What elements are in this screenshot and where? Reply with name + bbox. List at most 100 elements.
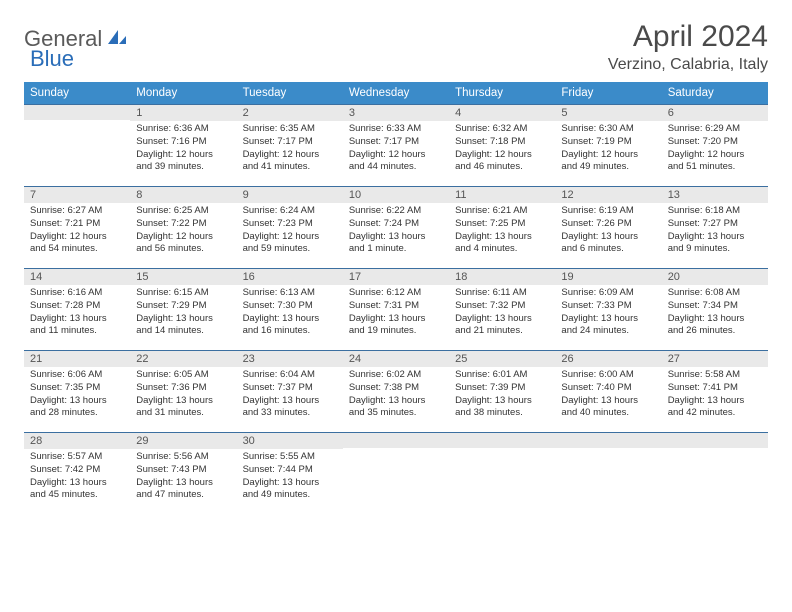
calendar-cell — [449, 432, 555, 514]
calendar-week-row: 14Sunrise: 6:16 AMSunset: 7:28 PMDayligh… — [24, 268, 768, 350]
day-number — [662, 432, 768, 448]
daylight-text: Daylight: 13 hours and 38 minutes. — [455, 395, 549, 421]
calendar-week-row: 7Sunrise: 6:27 AMSunset: 7:21 PMDaylight… — [24, 186, 768, 268]
daylight-text: Daylight: 13 hours and 40 minutes. — [561, 395, 655, 421]
calendar-body: 1Sunrise: 6:36 AMSunset: 7:16 PMDaylight… — [24, 104, 768, 514]
weekday-header: Tuesday — [237, 82, 343, 104]
calendar-week-row: 1Sunrise: 6:36 AMSunset: 7:16 PMDaylight… — [24, 104, 768, 186]
daylight-text: Daylight: 13 hours and 11 minutes. — [30, 313, 124, 339]
sunrise-text: Sunrise: 6:33 AM — [349, 123, 443, 136]
day-detail: Sunrise: 6:08 AMSunset: 7:34 PMDaylight:… — [662, 285, 768, 342]
sunrise-text: Sunrise: 6:00 AM — [561, 369, 655, 382]
calendar-cell: 11Sunrise: 6:21 AMSunset: 7:25 PMDayligh… — [449, 186, 555, 268]
sunrise-text: Sunrise: 6:30 AM — [561, 123, 655, 136]
day-detail: Sunrise: 6:13 AMSunset: 7:30 PMDaylight:… — [237, 285, 343, 342]
calendar-cell: 6Sunrise: 6:29 AMSunset: 7:20 PMDaylight… — [662, 104, 768, 186]
sunrise-text: Sunrise: 6:22 AM — [349, 205, 443, 218]
weekday-header: Friday — [555, 82, 661, 104]
sunset-text: Sunset: 7:42 PM — [30, 464, 124, 477]
day-detail: Sunrise: 6:29 AMSunset: 7:20 PMDaylight:… — [662, 121, 768, 178]
sunrise-text: Sunrise: 6:32 AM — [455, 123, 549, 136]
calendar-cell: 17Sunrise: 6:12 AMSunset: 7:31 PMDayligh… — [343, 268, 449, 350]
day-number: 14 — [24, 268, 130, 285]
sunset-text: Sunset: 7:18 PM — [455, 136, 549, 149]
sunset-text: Sunset: 7:41 PM — [668, 382, 762, 395]
weekday-header: Thursday — [449, 82, 555, 104]
sunrise-text: Sunrise: 6:12 AM — [349, 287, 443, 300]
day-number: 5 — [555, 104, 661, 121]
day-number: 25 — [449, 350, 555, 367]
day-number — [555, 432, 661, 448]
sunset-text: Sunset: 7:34 PM — [668, 300, 762, 313]
day-number: 12 — [555, 186, 661, 203]
daylight-text: Daylight: 12 hours and 54 minutes. — [30, 231, 124, 257]
calendar-cell: 19Sunrise: 6:09 AMSunset: 7:33 PMDayligh… — [555, 268, 661, 350]
day-number: 19 — [555, 268, 661, 285]
sunset-text: Sunset: 7:36 PM — [136, 382, 230, 395]
day-number: 28 — [24, 432, 130, 449]
day-number: 2 — [237, 104, 343, 121]
calendar-cell — [662, 432, 768, 514]
daylight-text: Daylight: 13 hours and 33 minutes. — [243, 395, 337, 421]
sunset-text: Sunset: 7:21 PM — [30, 218, 124, 231]
day-detail: Sunrise: 6:22 AMSunset: 7:24 PMDaylight:… — [343, 203, 449, 260]
calendar-cell: 26Sunrise: 6:00 AMSunset: 7:40 PMDayligh… — [555, 350, 661, 432]
daylight-text: Daylight: 12 hours and 59 minutes. — [243, 231, 337, 257]
sunrise-text: Sunrise: 6:02 AM — [349, 369, 443, 382]
day-number: 11 — [449, 186, 555, 203]
sunrise-text: Sunrise: 6:24 AM — [243, 205, 337, 218]
day-detail: Sunrise: 6:02 AMSunset: 7:38 PMDaylight:… — [343, 367, 449, 424]
sunrise-text: Sunrise: 6:19 AM — [561, 205, 655, 218]
sunset-text: Sunset: 7:35 PM — [30, 382, 124, 395]
day-detail: Sunrise: 6:11 AMSunset: 7:32 PMDaylight:… — [449, 285, 555, 342]
day-detail: Sunrise: 6:32 AMSunset: 7:18 PMDaylight:… — [449, 121, 555, 178]
title-block: April 2024 Verzino, Calabria, Italy — [608, 20, 768, 74]
day-detail: Sunrise: 6:00 AMSunset: 7:40 PMDaylight:… — [555, 367, 661, 424]
calendar-cell: 25Sunrise: 6:01 AMSunset: 7:39 PMDayligh… — [449, 350, 555, 432]
day-number: 22 — [130, 350, 236, 367]
daylight-text: Daylight: 13 hours and 26 minutes. — [668, 313, 762, 339]
sunrise-text: Sunrise: 6:09 AM — [561, 287, 655, 300]
sunset-text: Sunset: 7:40 PM — [561, 382, 655, 395]
calendar-cell: 8Sunrise: 6:25 AMSunset: 7:22 PMDaylight… — [130, 186, 236, 268]
month-title: April 2024 — [608, 20, 768, 54]
daylight-text: Daylight: 13 hours and 6 minutes. — [561, 231, 655, 257]
day-detail: Sunrise: 6:15 AMSunset: 7:29 PMDaylight:… — [130, 285, 236, 342]
day-detail: Sunrise: 6:09 AMSunset: 7:33 PMDaylight:… — [555, 285, 661, 342]
daylight-text: Daylight: 13 hours and 1 minute. — [349, 231, 443, 257]
sunrise-text: Sunrise: 6:27 AM — [30, 205, 124, 218]
daylight-text: Daylight: 13 hours and 24 minutes. — [561, 313, 655, 339]
calendar-cell: 30Sunrise: 5:55 AMSunset: 7:44 PMDayligh… — [237, 432, 343, 514]
sunset-text: Sunset: 7:25 PM — [455, 218, 549, 231]
calendar-cell: 5Sunrise: 6:30 AMSunset: 7:19 PMDaylight… — [555, 104, 661, 186]
day-number: 6 — [662, 104, 768, 121]
calendar-cell: 15Sunrise: 6:15 AMSunset: 7:29 PMDayligh… — [130, 268, 236, 350]
sunrise-text: Sunrise: 6:05 AM — [136, 369, 230, 382]
day-number: 21 — [24, 350, 130, 367]
sunrise-text: Sunrise: 6:36 AM — [136, 123, 230, 136]
day-detail: Sunrise: 5:57 AMSunset: 7:42 PMDaylight:… — [24, 449, 130, 506]
sunrise-text: Sunrise: 6:21 AM — [455, 205, 549, 218]
header: General April 2024 Verzino, Calabria, It… — [24, 20, 768, 74]
weekday-header-row: Sunday Monday Tuesday Wednesday Thursday… — [24, 82, 768, 104]
sunrise-text: Sunrise: 5:57 AM — [30, 451, 124, 464]
logo-text-blue: Blue — [30, 46, 74, 71]
day-number: 16 — [237, 268, 343, 285]
daylight-text: Daylight: 12 hours and 41 minutes. — [243, 149, 337, 175]
day-number: 1 — [130, 104, 236, 121]
sunset-text: Sunset: 7:32 PM — [455, 300, 549, 313]
calendar-page: General April 2024 Verzino, Calabria, It… — [0, 0, 792, 534]
calendar-week-row: 21Sunrise: 6:06 AMSunset: 7:35 PMDayligh… — [24, 350, 768, 432]
calendar-cell: 22Sunrise: 6:05 AMSunset: 7:36 PMDayligh… — [130, 350, 236, 432]
daylight-text: Daylight: 13 hours and 42 minutes. — [668, 395, 762, 421]
sunrise-text: Sunrise: 6:25 AM — [136, 205, 230, 218]
sunset-text: Sunset: 7:17 PM — [243, 136, 337, 149]
day-number — [343, 432, 449, 448]
day-detail: Sunrise: 6:18 AMSunset: 7:27 PMDaylight:… — [662, 203, 768, 260]
sunrise-text: Sunrise: 6:08 AM — [668, 287, 762, 300]
sunset-text: Sunset: 7:24 PM — [349, 218, 443, 231]
day-number: 26 — [555, 350, 661, 367]
day-number: 18 — [449, 268, 555, 285]
day-number: 3 — [343, 104, 449, 121]
day-detail: Sunrise: 6:36 AMSunset: 7:16 PMDaylight:… — [130, 121, 236, 178]
